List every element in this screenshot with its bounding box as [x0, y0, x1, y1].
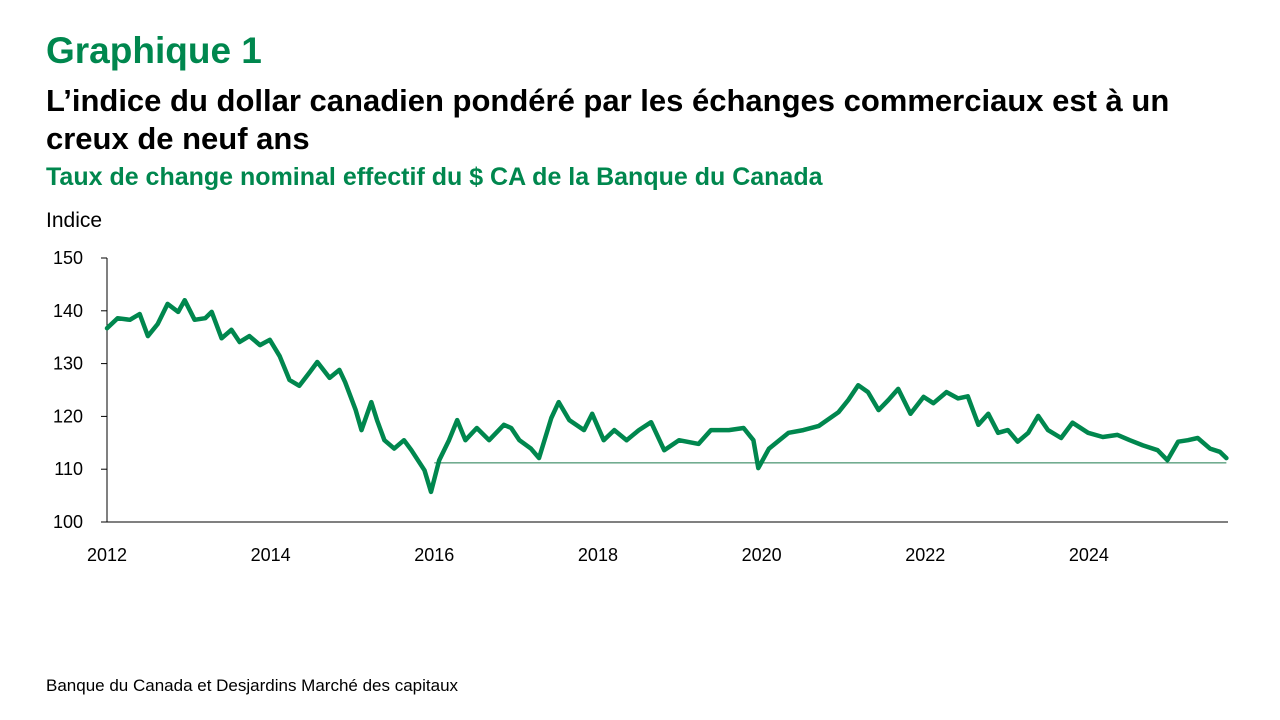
y-tick-label: 100: [53, 512, 83, 532]
x-tick-label: 2024: [1069, 545, 1109, 565]
x-tick-label: 2014: [251, 545, 291, 565]
series-line: [104, 297, 1229, 495]
x-tick-label: 2022: [905, 545, 945, 565]
chart-subtitle: Taux de change nominal effectif du $ CA …: [46, 163, 823, 191]
y-tick-label: 120: [53, 406, 83, 426]
y-tick-label: 110: [54, 459, 83, 479]
x-tick-label: 2020: [742, 545, 782, 565]
figure-label: Graphique 1: [46, 30, 262, 71]
axes: 100 110 120 130 140 150 2012 2014 2016 2018 2020 20…: [53, 248, 1228, 565]
chart-title: L’indice du dollar canadien pondéré par …: [46, 83, 1170, 156]
source-note: Banque du Canada et Desjardins Marché de…: [46, 676, 459, 695]
y-tick-label: 150: [53, 248, 83, 268]
y-tick-label: 140: [53, 301, 83, 321]
x-tick-label: 2016: [414, 545, 454, 565]
x-tick-label: 2018: [578, 545, 618, 565]
y-axis-label: Indice: [46, 209, 102, 232]
x-tick-label: 2012: [87, 545, 127, 565]
y-tick-label: 130: [53, 354, 83, 374]
